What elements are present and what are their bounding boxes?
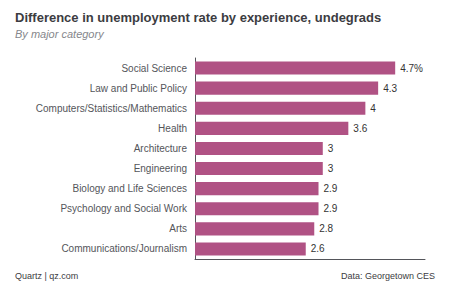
svg-text:Difference in unemployment rat: Difference in unemployment rate by exper… [15,10,381,25]
svg-text:2.6: 2.6 [311,243,325,254]
svg-text:Law and Public Policy: Law and Public Policy [90,83,187,94]
svg-text:Data: Georgetown CES: Data: Georgetown CES [341,271,435,281]
svg-text:Architecture: Architecture [134,143,188,154]
svg-text:Engineering: Engineering [134,163,187,174]
svg-text:3: 3 [328,143,334,154]
svg-text:Health: Health [158,123,187,134]
svg-text:4.3: 4.3 [383,83,397,94]
svg-text:Communications/Journalism: Communications/Journalism [61,243,187,254]
svg-text:Psychology and Social Work: Psychology and Social Work [60,203,188,214]
svg-text:Social Science: Social Science [121,63,187,74]
svg-text:3.6: 3.6 [353,123,367,134]
svg-text:4.7%: 4.7% [400,63,423,74]
svg-text:2.9: 2.9 [324,183,338,194]
svg-text:Biology and Life Sciences: Biology and Life Sciences [72,183,187,194]
svg-text:Quartz | qz.com: Quartz | qz.com [15,271,78,281]
svg-text:Computers/Statistics/Mathemati: Computers/Statistics/Mathematics [36,103,187,114]
svg-text:4: 4 [370,103,376,114]
svg-text:3: 3 [328,163,334,174]
svg-text:By major category: By major category [15,28,105,40]
svg-text:Arts: Arts [169,223,187,234]
svg-text:2.8: 2.8 [319,223,333,234]
svg-text:2.9: 2.9 [324,203,338,214]
